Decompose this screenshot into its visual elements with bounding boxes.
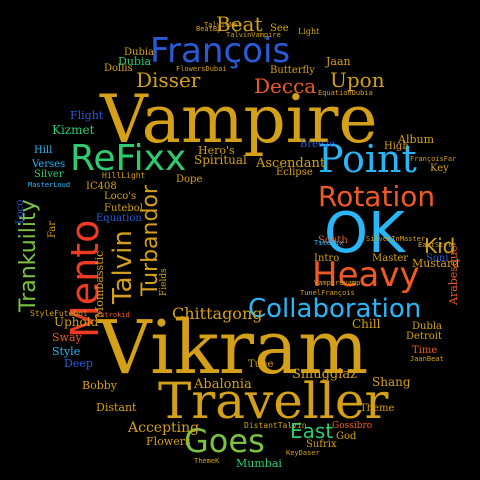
word: Abalonia (194, 377, 252, 392)
word: FlowersDubai (176, 65, 227, 73)
word: Deep (64, 357, 93, 370)
word: Rotation (318, 180, 436, 213)
word: Intro (314, 253, 340, 264)
word: Introkid (96, 311, 130, 319)
word: East (290, 419, 334, 443)
word: Time (412, 345, 438, 356)
word: EastStyle (418, 241, 456, 249)
word: Dubia (118, 55, 152, 68)
word: Heavy (312, 255, 420, 295)
word: KeyDaser (286, 449, 320, 457)
word: High (384, 141, 409, 152)
word: See (270, 23, 289, 34)
word: Shang (372, 375, 411, 389)
word: Gossibro (332, 421, 373, 431)
word: JaanBeat (410, 355, 444, 363)
word: Silver (34, 169, 64, 180)
word: Hero's (198, 144, 235, 157)
word: TimeMix (314, 239, 344, 247)
word: BeatBy (196, 25, 222, 33)
word: EquationDubia (318, 89, 373, 97)
word: TalvinVampire (226, 31, 281, 39)
word: Style (52, 345, 81, 358)
word: Collaboration (248, 294, 422, 324)
word: Bobby (82, 379, 118, 392)
word: Chittagong (172, 304, 263, 323)
word: Mumbai (236, 457, 282, 470)
word: Hill (34, 145, 53, 156)
word: Vampirevamp (314, 279, 361, 287)
word: Disser (136, 68, 201, 92)
word: Smugglaz (292, 367, 358, 382)
word: Light (298, 27, 320, 36)
word: Loco (15, 199, 26, 224)
word: Dope (176, 174, 203, 185)
word: ThemeK (194, 457, 220, 465)
word: Distant (96, 401, 137, 414)
word: Dubia (124, 47, 155, 58)
word: Accepting (128, 420, 200, 436)
word: FrançoisFar (410, 155, 457, 163)
word: TalvinNet (204, 21, 242, 29)
word: Spiritual (194, 153, 247, 167)
word: Vikram (98, 305, 369, 391)
word: Kid (424, 234, 456, 258)
word: Loco's (104, 191, 137, 202)
word: Chill (352, 317, 381, 331)
word: Verses (32, 159, 66, 170)
word: Key (430, 163, 449, 174)
word: Talvin (108, 230, 138, 304)
word: Tune (248, 359, 274, 370)
word: Eclipse (276, 167, 313, 178)
word: Mombasstic (93, 250, 106, 318)
word: Theme (360, 403, 395, 414)
word: Futebol (104, 203, 143, 214)
word: OK (324, 201, 405, 266)
word: Jaan (326, 55, 351, 68)
word: Sufrix (306, 439, 337, 450)
word: Point (318, 137, 417, 181)
word: Soni (426, 253, 449, 264)
word: Dubla (412, 321, 443, 332)
word: Uphold (54, 315, 99, 329)
word: Dollis (104, 63, 133, 74)
word: Vampire (100, 81, 378, 158)
word: MasterLoud (28, 181, 71, 189)
word: Detroit (406, 331, 442, 342)
word: Flight (70, 109, 104, 122)
word: Fields (159, 268, 169, 296)
word: God (336, 431, 357, 442)
word: StyleFutebol (30, 309, 88, 318)
word: HillLight (102, 171, 146, 180)
word: Breeze (300, 139, 336, 150)
word: Far (47, 220, 58, 238)
word: Traveller (158, 372, 389, 430)
word: Butterfly (270, 65, 315, 76)
word: François (150, 31, 291, 71)
word: Decca (254, 74, 317, 98)
word: IC408 (86, 181, 117, 192)
word: Beat (216, 12, 263, 36)
word: Upon (330, 68, 385, 92)
word: DistantTalvin (244, 421, 307, 430)
word: Arabesque (447, 245, 460, 305)
word: Flowers (146, 435, 191, 448)
word: Album (398, 133, 435, 146)
word: ReFixx (70, 138, 187, 179)
word: Ascendant (256, 156, 326, 171)
word: Equation (96, 213, 142, 224)
word: TunelFrançois (300, 289, 355, 297)
word: Master (372, 253, 409, 264)
word: Sway (52, 331, 82, 344)
word: Goes (184, 422, 265, 460)
word: Mustard (412, 257, 460, 270)
word: SilverInMaster (366, 235, 426, 243)
word: Kizmet (52, 123, 95, 137)
word: South (318, 235, 348, 246)
